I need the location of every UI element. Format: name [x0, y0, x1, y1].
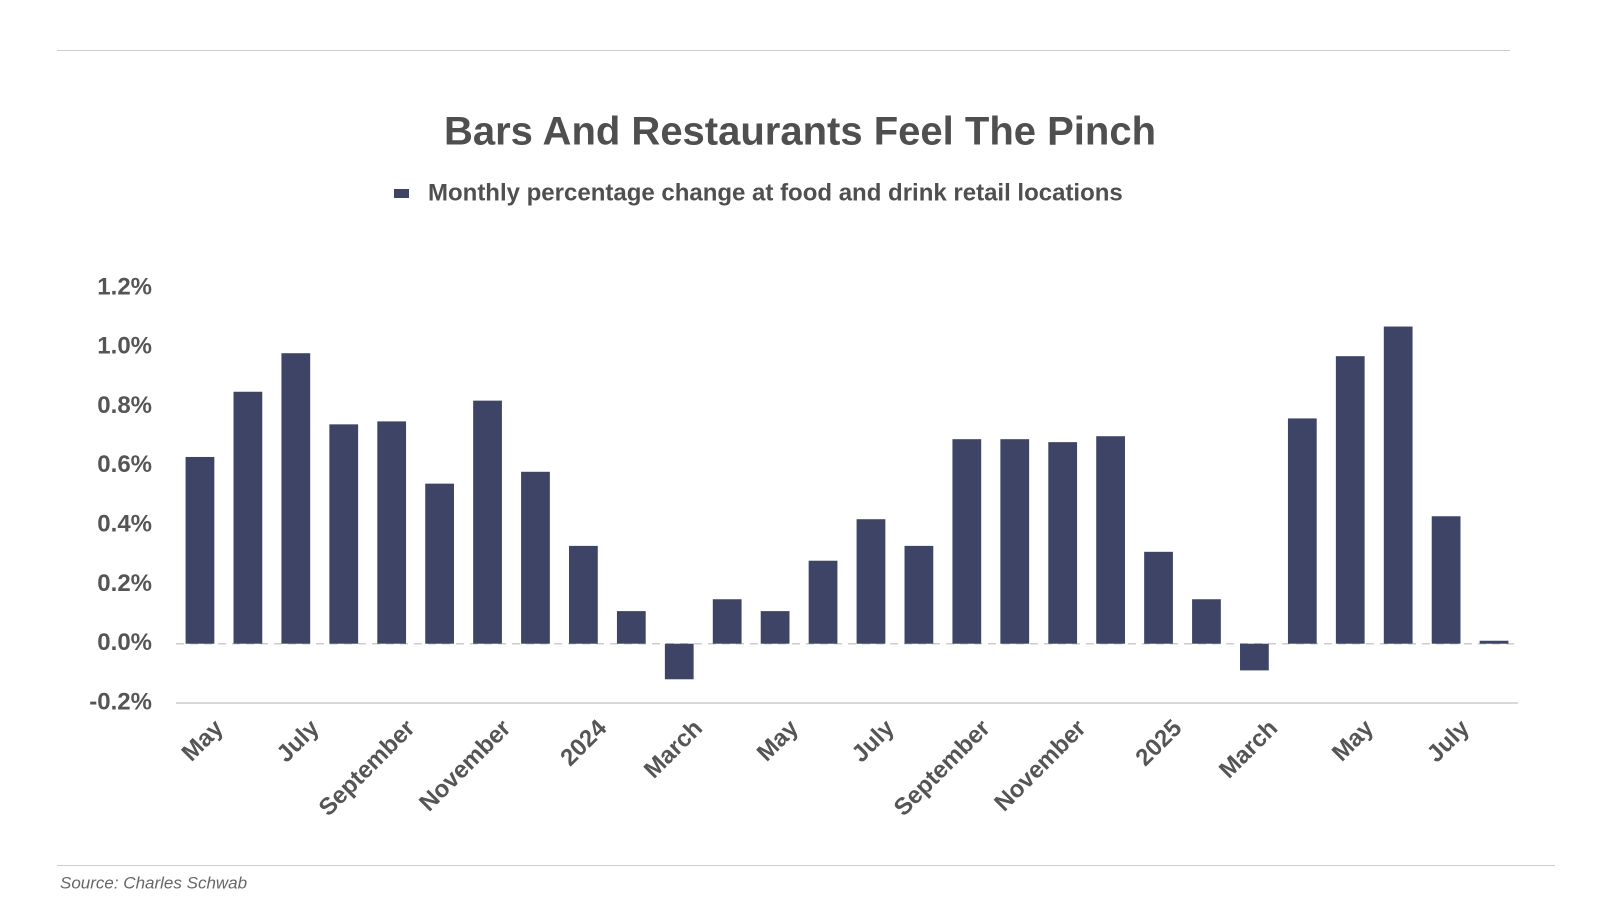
bar — [1048, 442, 1078, 644]
bar — [185, 456, 215, 644]
x-tick-label: July — [847, 714, 901, 768]
x-tick-label: March — [639, 715, 708, 784]
bar — [664, 643, 694, 680]
bar — [1144, 551, 1173, 644]
bar — [1479, 640, 1509, 644]
y-tick-label: 0.4% — [97, 510, 152, 537]
y-tick-label: 0.2% — [97, 570, 152, 597]
bar — [1096, 436, 1125, 644]
x-tick-label: November — [414, 715, 516, 817]
bar — [1431, 516, 1461, 644]
y-tick-label: 0.8% — [97, 392, 152, 419]
bar — [1383, 326, 1413, 644]
x-tick-label: May — [752, 714, 805, 767]
bar — [1192, 599, 1221, 644]
x-tick-label: 2025 — [1130, 715, 1187, 772]
bar — [569, 545, 598, 644]
y-tick-label: 1.2% — [97, 273, 152, 300]
x-tick-label: 2024 — [555, 714, 612, 771]
x-tick-label: July — [271, 714, 325, 768]
bar — [712, 599, 742, 644]
x-tick-label: September — [314, 715, 421, 822]
bar — [616, 611, 646, 644]
bar — [808, 560, 838, 644]
y-tick-label: 0.6% — [97, 451, 152, 478]
bar — [856, 519, 886, 644]
x-tick-label: March — [1214, 715, 1283, 784]
bar — [521, 471, 550, 644]
legend-label: Monthly percentage change at food and dr… — [428, 179, 1123, 206]
bar — [1335, 356, 1365, 644]
x-tick-label: November — [989, 715, 1091, 817]
x-tick-label: May — [1327, 714, 1380, 767]
bar — [1287, 418, 1317, 644]
bar — [473, 400, 502, 644]
bar — [1240, 643, 1269, 671]
y-tick-label: 1.0% — [97, 333, 152, 360]
y-tick-label: -0.2% — [89, 688, 152, 715]
bar — [425, 483, 454, 644]
x-tick-label: September — [889, 715, 996, 822]
bar — [329, 424, 359, 644]
bar — [377, 421, 407, 644]
x-tick-label: May — [177, 714, 230, 767]
bar — [233, 391, 263, 644]
bar — [952, 439, 982, 644]
bar — [1000, 439, 1030, 644]
x-tick-label: July — [1422, 714, 1476, 768]
y-tick-label: 0.0% — [97, 629, 152, 656]
bar — [281, 353, 311, 644]
bar — [904, 545, 934, 644]
legend-swatch — [394, 189, 409, 198]
bar — [760, 611, 790, 644]
chart-title: Bars And Restaurants Feel The Pinch — [444, 110, 1156, 154]
source: Source: Charles Schwab — [60, 873, 247, 892]
